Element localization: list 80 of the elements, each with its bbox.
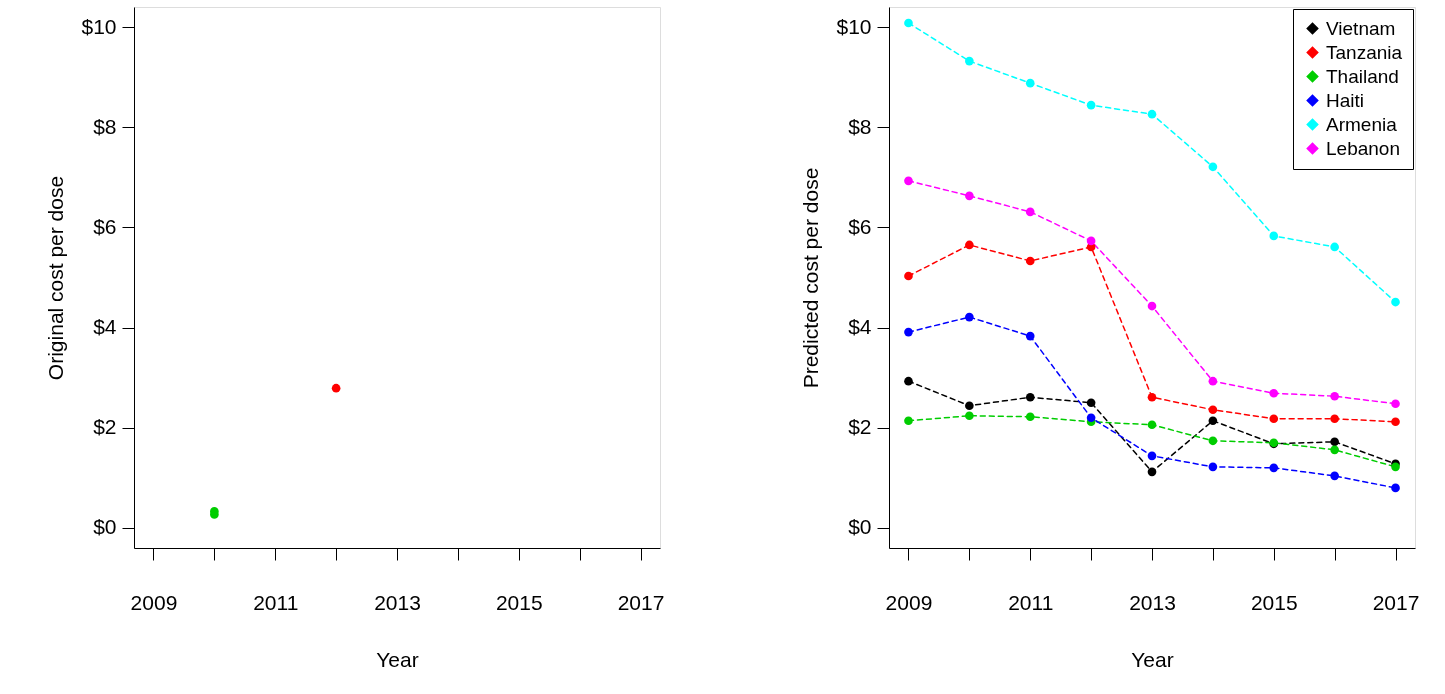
point: [1269, 414, 1279, 424]
x-axis-title: Year: [1131, 647, 1174, 671]
point: [1330, 437, 1339, 447]
point: [1269, 388, 1279, 398]
point: [1086, 413, 1096, 423]
x-tick-label: 2013: [1129, 590, 1176, 614]
x-tick-label: 2015: [1250, 590, 1298, 614]
point: [1025, 331, 1035, 341]
point: [1086, 236, 1096, 246]
x-tick-label: 2009: [885, 590, 933, 614]
x-tick-label: 2009: [130, 590, 178, 614]
point: [1269, 231, 1279, 241]
point: [1147, 467, 1157, 477]
point: [1391, 399, 1400, 409]
point: [1025, 392, 1035, 402]
point: [1208, 462, 1218, 472]
point: [1025, 256, 1035, 266]
legend-label: Lebanon: [1326, 137, 1400, 159]
y-tick-label: $2: [848, 415, 872, 439]
point: [1330, 414, 1339, 424]
y-tick-label: $10: [836, 14, 872, 38]
y-tick-label: $8: [848, 114, 872, 138]
x-tick-label: 2015: [495, 590, 543, 614]
point: [1330, 391, 1339, 401]
point: [1269, 463, 1279, 473]
x-axis-title: Year: [376, 647, 419, 671]
point: [965, 401, 974, 411]
y-axis-title: Original cost per dose: [44, 175, 68, 381]
point: [1391, 417, 1400, 427]
legend-label: Vietnam: [1326, 17, 1396, 39]
point: [1330, 242, 1339, 252]
x-tick-label: 2017: [1372, 590, 1420, 614]
x-tick-label: 2011: [253, 590, 299, 614]
point: [1025, 207, 1035, 217]
point: [904, 327, 913, 337]
point: [1208, 416, 1218, 426]
point: [1330, 445, 1339, 455]
point: [965, 411, 974, 421]
point: [1147, 392, 1157, 402]
y-tick-label: $8: [93, 114, 117, 138]
y-tick-label: $2: [93, 415, 117, 439]
y-tick-label: $0: [93, 515, 117, 539]
x-tick-label: 2011: [1008, 590, 1054, 614]
point: [904, 376, 913, 386]
point: [965, 240, 974, 250]
y-tick-label: $6: [848, 214, 872, 238]
y-tick-label: $0: [848, 515, 872, 539]
point: [904, 176, 913, 186]
point: [1025, 78, 1035, 88]
point: [1208, 405, 1218, 415]
point: [1147, 451, 1157, 461]
point: [904, 416, 913, 426]
point: [904, 271, 913, 281]
point: [965, 191, 974, 201]
point: [1147, 420, 1157, 430]
y-tick-label: $6: [93, 214, 117, 238]
x-tick-label: 2013: [374, 590, 421, 614]
point: [965, 56, 974, 66]
legend-label: Tanzania: [1326, 41, 1403, 63]
x-tick-label: 2017: [617, 590, 665, 614]
point: [1391, 297, 1400, 307]
legend-label: Thailand: [1326, 65, 1399, 87]
point: [331, 383, 341, 393]
point: [1025, 412, 1035, 422]
y-tick-label: $10: [81, 14, 117, 38]
legend-label: Armenia: [1326, 113, 1398, 135]
point: [1147, 109, 1157, 119]
y-axis-title: Predicted cost per dose: [799, 167, 823, 389]
point: [1086, 100, 1096, 110]
point: [904, 18, 913, 28]
point: [1208, 162, 1218, 172]
y-tick-label: $4: [93, 315, 117, 339]
point: [1330, 471, 1339, 481]
point: [1208, 376, 1218, 386]
point: [1391, 483, 1400, 493]
point: [1208, 436, 1218, 446]
y-tick-label: $4: [848, 315, 872, 339]
point: [965, 312, 974, 322]
point: [1086, 398, 1096, 408]
legend-label: Haiti: [1326, 89, 1365, 111]
